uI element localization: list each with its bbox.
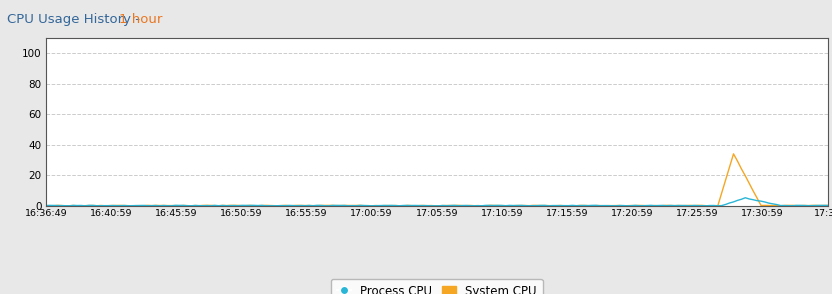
- Legend: Process CPU, System CPU: Process CPU, System CPU: [331, 279, 542, 294]
- Text: 1 hour: 1 hour: [119, 13, 162, 26]
- Text: CPU Usage History -: CPU Usage History -: [7, 13, 144, 26]
